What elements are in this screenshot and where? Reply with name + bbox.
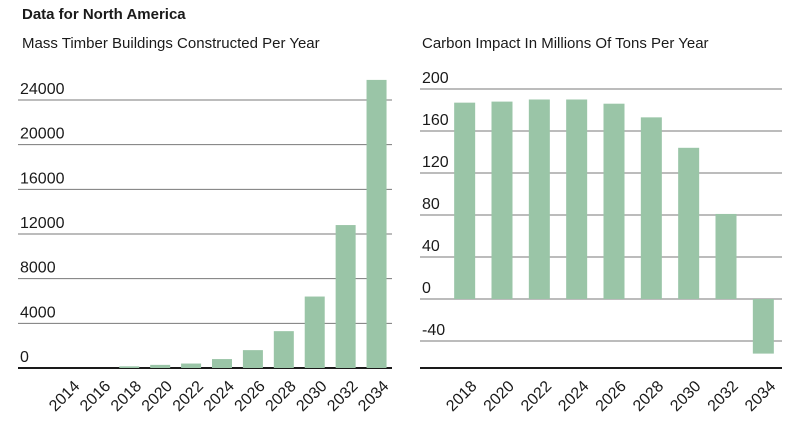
- bar: [528, 99, 550, 299]
- chart-title-carbon: Carbon Impact In Millions Of Tons Per Ye…: [422, 35, 709, 52]
- x-tick-label: 2030: [293, 378, 330, 415]
- bar: [603, 103, 625, 299]
- bar: [640, 117, 662, 299]
- y-tick-label: -40: [422, 322, 445, 339]
- x-tick-label: 2022: [170, 378, 207, 415]
- y-tick-label: 200: [422, 70, 449, 87]
- x-tick-label: 2014: [46, 378, 83, 415]
- y-tick-label: 12000: [20, 215, 65, 232]
- x-tick-label: 2022: [518, 378, 555, 415]
- bar: [181, 363, 202, 368]
- x-tick-label: 2032: [705, 378, 742, 415]
- y-tick-label: 4000: [20, 304, 56, 321]
- x-tick-label: 2026: [232, 378, 269, 415]
- x-tick-label: 2034: [355, 378, 392, 415]
- bar: [454, 102, 476, 300]
- chart-buildings: 0 4000 8000 12000 16000 20000 24000 20142016201…: [18, 79, 392, 415]
- bar: [678, 147, 700, 299]
- y-tick-label: 0: [422, 280, 431, 297]
- x-tick-label: 2028: [630, 378, 667, 415]
- bar: [366, 79, 387, 369]
- x-tick-label: 2024: [201, 378, 238, 415]
- y-tick-label: 0: [20, 349, 29, 366]
- bar: [150, 364, 171, 368]
- x-tick-label: 2026: [593, 378, 630, 415]
- x-tick-label: 2020: [139, 378, 176, 415]
- bar: [715, 213, 737, 299]
- bar: [304, 296, 325, 368]
- x-tick-label: 2030: [667, 378, 704, 415]
- x-tick-label: 2018: [443, 378, 480, 415]
- bar: [566, 99, 588, 299]
- bar: [119, 366, 140, 368]
- y-tick-label: 8000: [20, 260, 56, 277]
- y-tick-label: 160: [422, 112, 449, 129]
- y-tick-label: 120: [422, 154, 449, 171]
- x-tick-label: 2020: [481, 378, 518, 415]
- y-tick-label: 40: [422, 238, 440, 255]
- bar: [335, 225, 356, 368]
- x-tick-label: 2034: [742, 378, 779, 415]
- y-tick-label: 16000: [20, 170, 65, 187]
- bar: [752, 299, 774, 354]
- page-header: Data for North America: [22, 6, 186, 23]
- chart-carbon: -40 0 40 80 120 160 200 2018 2020 2022 2024 2026 202…: [420, 70, 782, 415]
- bar: [242, 350, 263, 368]
- x-tick-label: 2016: [77, 378, 114, 415]
- chart-title-buildings: Mass Timber Buildings Constructed Per Ye…: [22, 35, 320, 52]
- x-tick-label: 2024: [555, 378, 592, 415]
- bar: [491, 101, 513, 299]
- y-tick-label: 80: [422, 196, 440, 213]
- bar: [273, 331, 294, 368]
- x-tick-label: 2028: [263, 378, 300, 415]
- x-tick-label: 2018: [108, 378, 145, 415]
- x-tick-label: 2032: [324, 378, 361, 415]
- bar: [212, 359, 232, 368]
- y-tick-label: 20000: [20, 126, 65, 143]
- y-tick-label: 24000: [20, 81, 65, 98]
